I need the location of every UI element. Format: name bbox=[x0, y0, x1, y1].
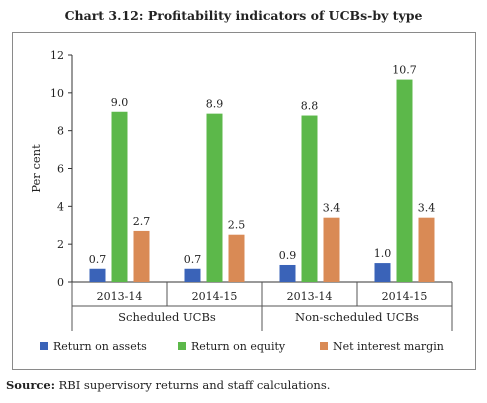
y-tick-label: 8 bbox=[57, 125, 64, 138]
bar bbox=[374, 263, 391, 282]
legend-label: Return on assets bbox=[53, 340, 147, 353]
y-tick-label: 6 bbox=[57, 163, 64, 176]
data-label: 8.8 bbox=[301, 100, 319, 113]
bar bbox=[111, 111, 128, 282]
chart-title: Chart 3.12: Profitability indicators of … bbox=[64, 8, 423, 23]
data-label: 3.4 bbox=[323, 202, 341, 215]
source-note: Source: RBI supervisory returns and staf… bbox=[6, 378, 330, 392]
bar bbox=[396, 79, 413, 282]
bar bbox=[301, 115, 318, 283]
legend-swatch bbox=[320, 342, 328, 350]
chart-frame bbox=[12, 32, 476, 370]
group-label: Scheduled UCBs bbox=[118, 310, 216, 324]
data-label: 0.9 bbox=[279, 249, 297, 262]
legend-label: Net interest margin bbox=[333, 340, 444, 353]
group-label: Non-scheduled UCBs bbox=[295, 310, 419, 324]
y-tick-label: 10 bbox=[50, 87, 64, 100]
bar bbox=[133, 230, 150, 282]
data-label: 10.7 bbox=[392, 64, 417, 77]
x-tick-label: 2013-14 bbox=[287, 290, 333, 303]
bar bbox=[323, 217, 340, 282]
source-label: Source: bbox=[6, 378, 55, 392]
y-tick-label: 2 bbox=[57, 238, 64, 251]
data-label: 0.7 bbox=[89, 253, 107, 266]
legend-label: Return on equity bbox=[191, 340, 286, 353]
x-tick-label: 2014-15 bbox=[192, 290, 238, 303]
x-tick-label: 2013-14 bbox=[97, 290, 143, 303]
legend-swatch bbox=[178, 342, 186, 350]
data-label: 1.0 bbox=[374, 247, 392, 260]
bar bbox=[418, 217, 435, 282]
legend-swatch bbox=[40, 342, 48, 350]
y-axis-label: Per cent bbox=[29, 144, 43, 193]
data-label: 8.9 bbox=[206, 98, 224, 111]
bar bbox=[228, 234, 245, 282]
bar bbox=[279, 264, 296, 282]
y-tick-label: 4 bbox=[57, 200, 64, 213]
data-label: 2.7 bbox=[133, 215, 151, 228]
y-tick-label: 0 bbox=[57, 276, 64, 289]
data-label: 3.4 bbox=[418, 202, 436, 215]
bar bbox=[184, 268, 201, 282]
bar bbox=[89, 268, 106, 282]
source-text: RBI supervisory returns and staff calcul… bbox=[58, 378, 331, 392]
y-tick-label: 12 bbox=[50, 49, 64, 62]
data-label: 9.0 bbox=[111, 96, 129, 109]
data-label: 2.5 bbox=[228, 219, 246, 232]
bar bbox=[206, 113, 223, 283]
data-label: 0.7 bbox=[184, 253, 202, 266]
x-tick-label: 2014-15 bbox=[382, 290, 428, 303]
